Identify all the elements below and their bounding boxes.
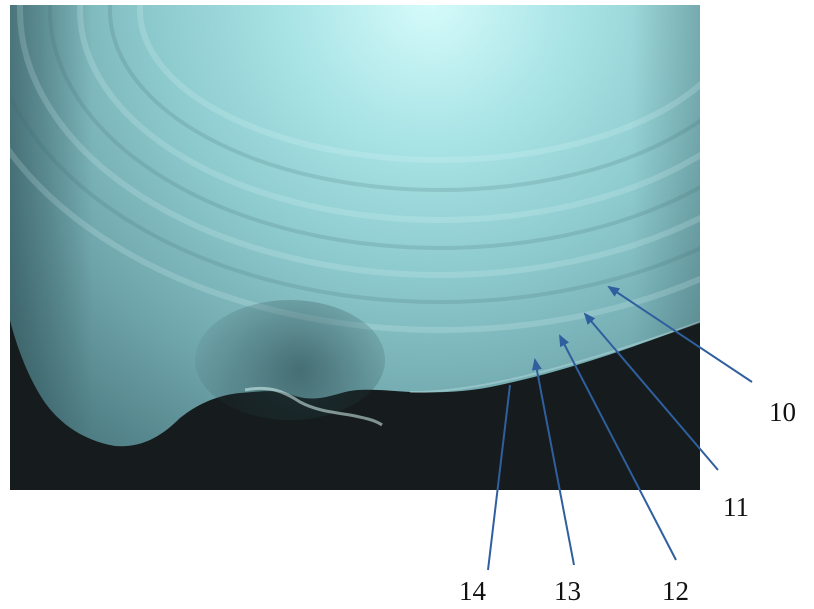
radiograph-photo <box>10 5 700 490</box>
reference-labels: 10 11 12 13 14 <box>459 397 796 606</box>
arrow-12 <box>559 334 677 561</box>
arrow-10 <box>607 285 753 383</box>
label-13: 13 <box>554 576 581 606</box>
label-11: 11 <box>723 492 749 522</box>
arrow-13 <box>531 358 575 566</box>
label-14: 14 <box>459 576 487 606</box>
label-12: 12 <box>662 576 689 606</box>
arrow-14 <box>487 384 511 571</box>
arrow-11 <box>583 312 719 471</box>
pointer-arrows <box>487 285 753 571</box>
label-10: 10 <box>769 397 796 427</box>
